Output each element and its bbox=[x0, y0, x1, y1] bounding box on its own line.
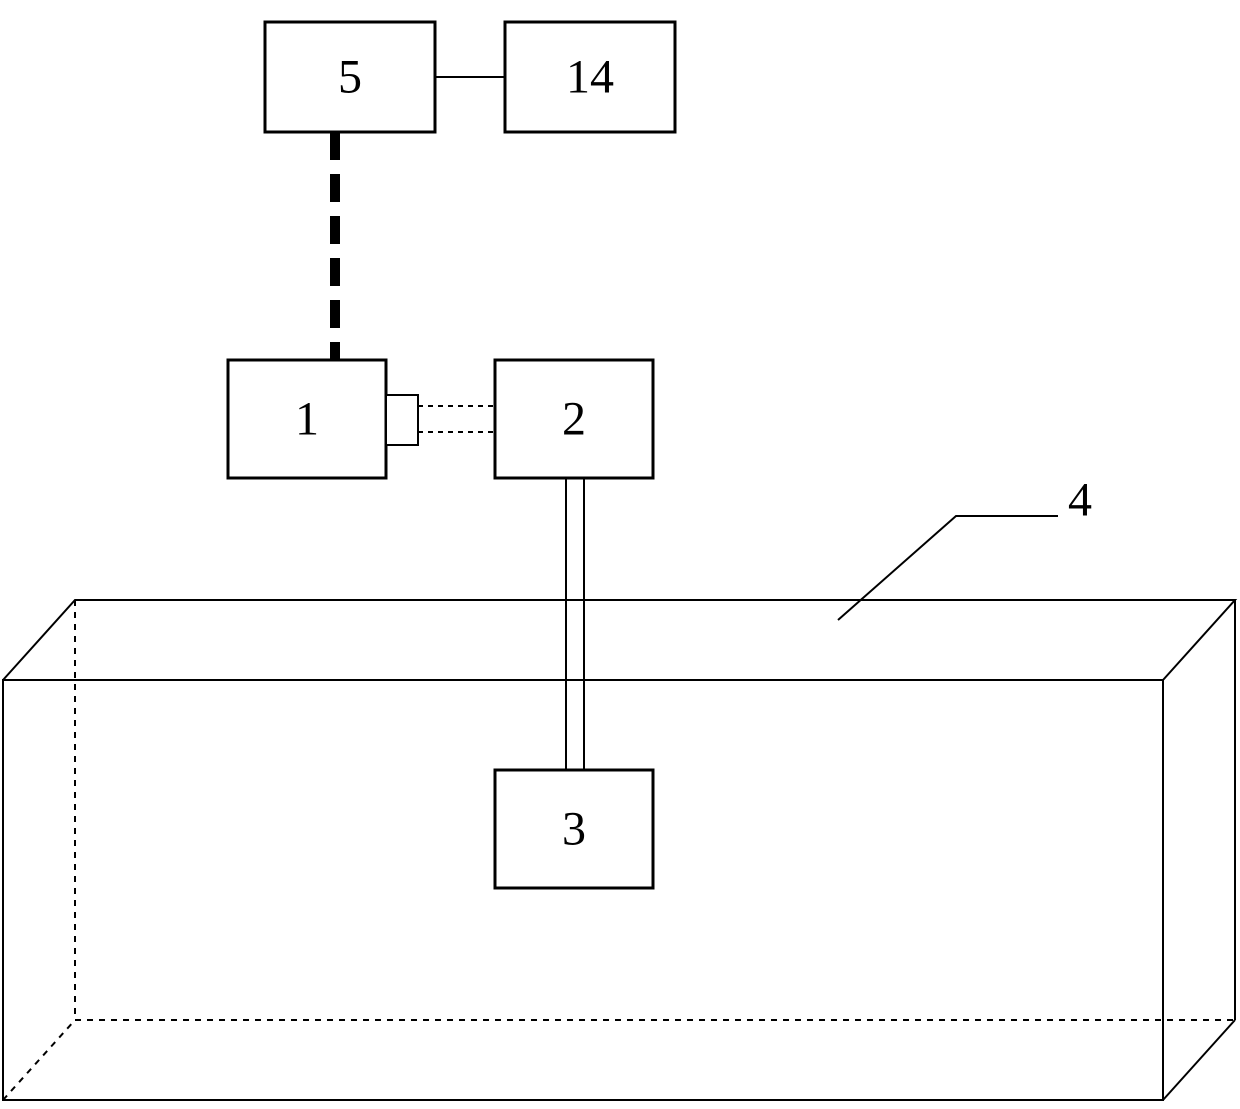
box-b3-label: 3 bbox=[562, 803, 586, 856]
callout-4-label: 4 bbox=[1068, 474, 1092, 527]
prism-top-face bbox=[3, 600, 1235, 680]
box-b1-adapter bbox=[386, 395, 418, 445]
box-b1-label: 1 bbox=[295, 393, 319, 446]
prism-hidden-bottom-left-slant bbox=[3, 1020, 75, 1100]
box-b5-label: 5 bbox=[338, 51, 362, 104]
box-b14-label: 14 bbox=[566, 51, 614, 104]
callout-4-leader bbox=[838, 516, 1058, 620]
prism-bottom-right-slant bbox=[1163, 1020, 1235, 1100]
box-b2-label: 2 bbox=[562, 393, 586, 446]
